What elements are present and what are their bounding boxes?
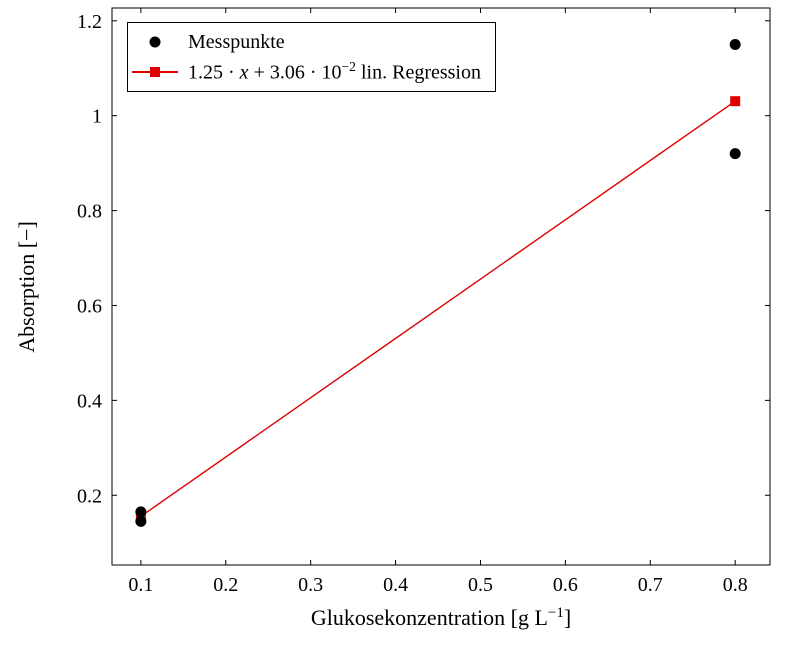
x-axis-label-bracket: ] <box>563 605 572 631</box>
regression-point-marker <box>730 96 741 107</box>
x-tick-label: 0.5 <box>468 574 493 596</box>
legend-marker-area <box>132 31 178 53</box>
y-axis-label: Absorption [−] <box>14 221 39 353</box>
legend-label: 1.25 · x + 3.06 · 10−2 lin. Regression <box>188 59 481 85</box>
legend-box: Messpunkte 1.25 · x + 3.06 · 10−2 lin. R… <box>127 22 496 92</box>
legend-entry-messpunkte: Messpunkte <box>132 27 481 57</box>
y-tick-label: 0.6 <box>77 295 102 317</box>
x-tick-label: 0.7 <box>638 574 663 596</box>
equation-coefficient: 1.25 · <box>188 61 240 84</box>
x-tick-label: 0.3 <box>298 574 323 596</box>
regression-line <box>140 100 736 517</box>
y-tick-label: 0.8 <box>77 201 102 223</box>
y-tick-label: 0.4 <box>77 390 102 412</box>
equation-variable: x <box>239 61 249 84</box>
data-point <box>729 148 741 160</box>
x-axis-label: Glukosekonzentration [g L−1] <box>311 605 571 631</box>
x-tick-label: 0.8 <box>723 574 748 596</box>
data-point <box>729 39 741 51</box>
legend-marker-area <box>132 61 178 83</box>
x-tick-label: 0.4 <box>383 574 408 596</box>
x-axis-label-text: Glukosekonzentration [g L <box>310 605 548 631</box>
x-axis-label-superscript: −1 <box>547 604 564 621</box>
legend-label: Messpunkte <box>188 30 285 53</box>
plot-border <box>111 7 771 566</box>
circle-marker-icon <box>149 36 161 48</box>
data-point <box>135 515 147 527</box>
y-tick-label: 1.2 <box>77 11 102 33</box>
legend-entry-regression: 1.25 · x + 3.06 · 10−2 lin. Regression <box>132 57 481 87</box>
y-tick-label: 0.2 <box>77 485 102 507</box>
y-tick-label: 1 <box>92 106 102 128</box>
x-tick-label: 0.2 <box>213 574 238 596</box>
equation-exponent: −2 <box>341 59 356 75</box>
x-tick-label: 0.6 <box>553 574 578 596</box>
square-marker-icon <box>150 67 160 77</box>
equation-intercept: + 3.06 · 10 <box>248 61 342 84</box>
data-point <box>135 506 147 518</box>
equation-suffix: lin. Regression <box>355 61 481 84</box>
x-tick-label: 0.1 <box>128 574 153 596</box>
